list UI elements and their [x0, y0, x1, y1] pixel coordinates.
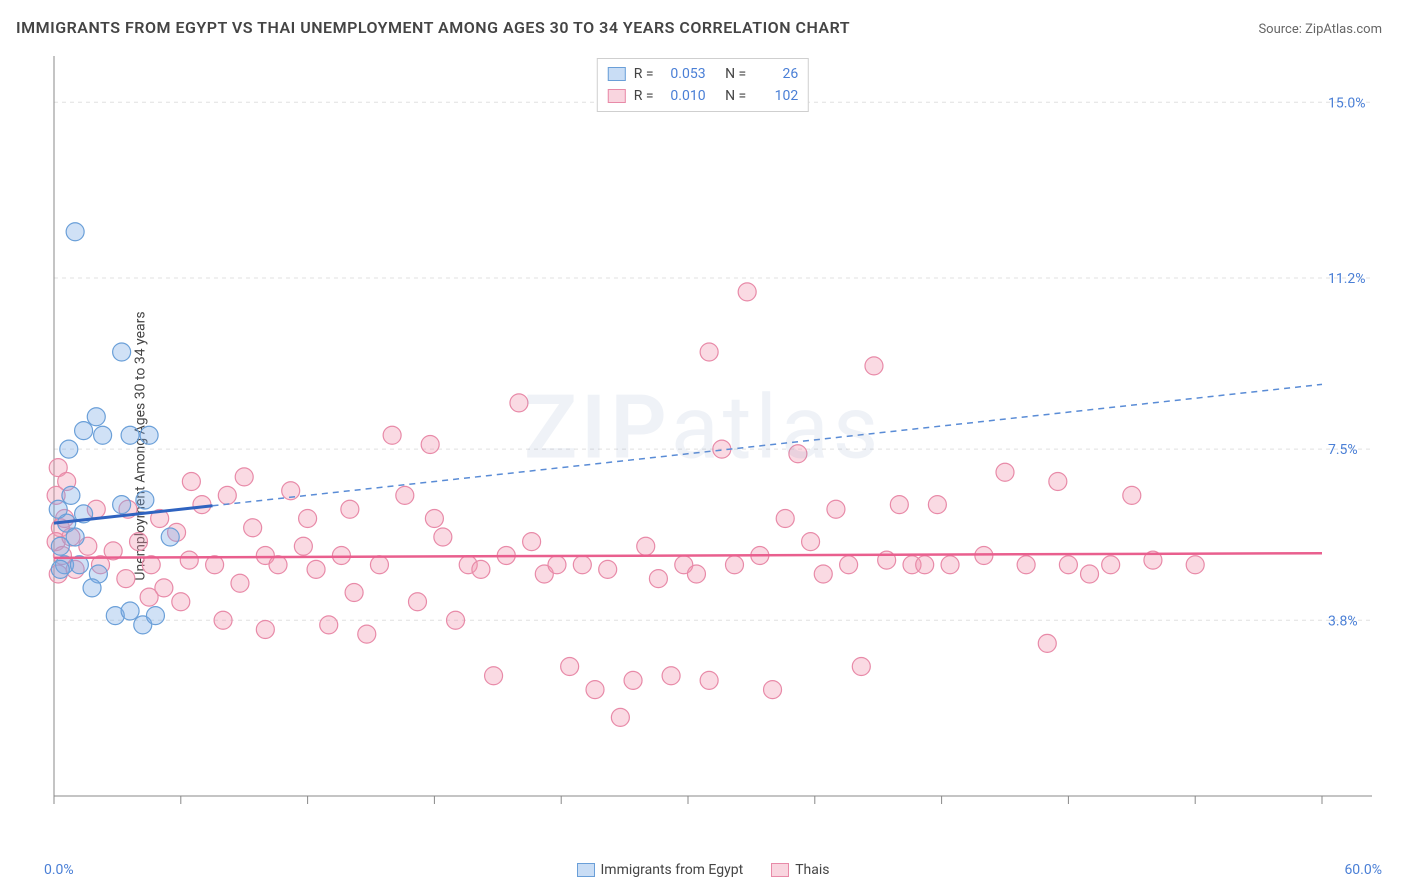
svg-text:11.2%: 11.2% — [1328, 271, 1366, 287]
source-attribution: Source: ZipAtlas.com — [1258, 22, 1382, 37]
svg-text:15.0%: 15.0% — [1328, 95, 1366, 111]
r-value-b: 0.010 — [662, 85, 706, 107]
plot-area: 3.8% 7.5% 11.2% 15.0% — [42, 56, 1382, 826]
n-value-b: 102 — [754, 85, 798, 107]
legend-item-egypt: Immigrants from Egypt — [577, 862, 744, 878]
n-value-a: 26 — [754, 63, 798, 85]
source-name: ZipAtlas.com — [1305, 22, 1382, 37]
legend-row-b: R = 0.010 N = 102 — [608, 85, 798, 107]
series-legend: Immigrants from Egypt Thais — [0, 862, 1406, 878]
legend-row-a: R = 0.053 N = 26 — [608, 63, 798, 85]
swatch-thai — [608, 89, 626, 103]
svg-text:3.8%: 3.8% — [1328, 613, 1358, 629]
source-label: Source: — [1258, 22, 1301, 37]
legend-label-thai: Thais — [795, 862, 829, 878]
r-value-a: 0.053 — [662, 63, 706, 85]
swatch-egypt-icon — [577, 863, 595, 877]
correlation-legend: R = 0.053 N = 26 R = 0.010 N = 102 — [597, 58, 809, 112]
r-label: R = — [634, 85, 654, 107]
svg-text:7.5%: 7.5% — [1328, 442, 1358, 458]
n-label: N = — [725, 85, 746, 107]
n-label: N = — [725, 63, 746, 85]
legend-item-thai: Thais — [771, 862, 829, 878]
scatter-plot-svg: 3.8% 7.5% 11.2% 15.0% — [42, 56, 1382, 826]
r-label: R = — [634, 63, 654, 85]
legend-label-egypt: Immigrants from Egypt — [601, 862, 744, 878]
swatch-thai-icon — [771, 863, 789, 877]
swatch-egypt — [608, 67, 626, 81]
chart-title: IMMIGRANTS FROM EGYPT VS THAI UNEMPLOYME… — [16, 18, 850, 37]
